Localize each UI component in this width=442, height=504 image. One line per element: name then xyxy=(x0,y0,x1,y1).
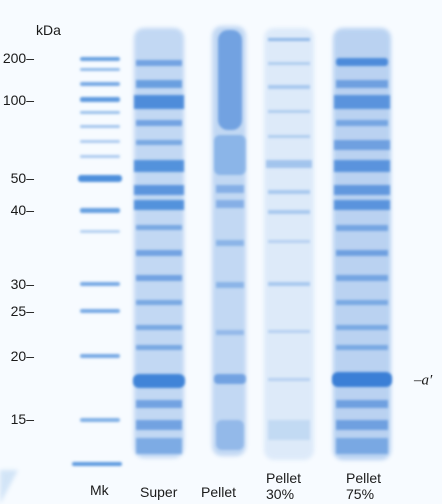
mw-label-40: 40– xyxy=(10,202,34,218)
mw-label-100: 100– xyxy=(2,92,34,108)
band-annotation-a-prime: –a′ xyxy=(414,372,433,389)
mw-label-15: 15– xyxy=(10,411,34,427)
mw-label-20: 20– xyxy=(10,348,34,364)
mw-label-30: 30– xyxy=(10,276,34,292)
lane-label-mk: Mk xyxy=(90,482,109,498)
unit-label: kDa xyxy=(36,22,61,38)
lane-pellet xyxy=(212,26,246,456)
lane-super xyxy=(133,28,185,458)
mw-label-50: 50– xyxy=(10,170,34,186)
lane-label-pellet-75: Pellet 75% xyxy=(346,470,382,502)
lane-label-pellet: Pellet xyxy=(201,484,237,500)
mw-label-200: 200– xyxy=(2,50,34,66)
lane-pellet-30 xyxy=(264,28,314,460)
lane-label-super: Super xyxy=(140,484,178,500)
lane-pellet-75 xyxy=(332,28,392,460)
lane-label-pellet-30: Pellet 30% xyxy=(266,470,302,502)
lane-mk xyxy=(72,57,122,466)
mw-label-25: 25– xyxy=(10,303,34,319)
